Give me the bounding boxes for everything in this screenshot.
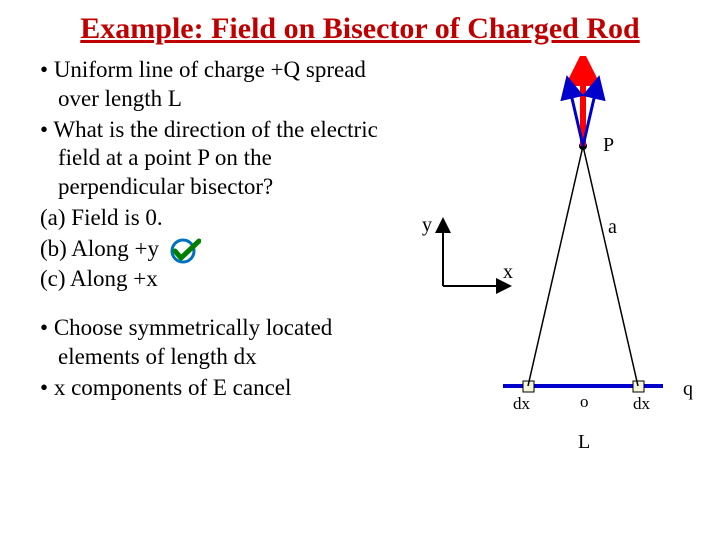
bullet-1: • Uniform line of charge +Q spread over … xyxy=(18,56,398,114)
left-column: • Uniform line of charge +Q spread over … xyxy=(18,56,398,456)
diagram-svg xyxy=(398,56,698,456)
bullet-1-text: Uniform line of charge +Q spread over le… xyxy=(54,57,366,111)
lower-2-text: x components of E cancel xyxy=(54,375,292,400)
option-b-text: (b) Along +y xyxy=(40,236,159,261)
option-b: (b) Along +y xyxy=(18,235,398,264)
option-c: (c) Along +x xyxy=(18,265,398,294)
line-right-to-p xyxy=(583,146,638,386)
lower-bullets: • Choose symmetrically located elements … xyxy=(18,314,398,402)
lower-2: • x components of E cancel xyxy=(18,374,398,403)
label-p: P xyxy=(603,134,614,157)
bullet-2-text: What is the direction of the electric fi… xyxy=(53,117,377,200)
option-a: (a) Field is 0. xyxy=(18,204,398,233)
label-L: L xyxy=(578,431,590,454)
label-dx-left: dx xyxy=(513,394,530,414)
label-y: y xyxy=(422,214,432,237)
lower-1-text: Choose symmetrically located elements of… xyxy=(54,315,332,369)
content-row: • Uniform line of charge +Q spread over … xyxy=(18,56,702,456)
lower-1: • Choose symmetrically located elements … xyxy=(18,314,398,372)
dx-right-box xyxy=(633,381,644,392)
label-dx-right: dx xyxy=(633,394,650,414)
label-x: x xyxy=(503,261,513,284)
label-o: o xyxy=(580,392,589,412)
label-a: a xyxy=(608,216,617,239)
line-left-to-p xyxy=(528,146,583,386)
checkmark-icon xyxy=(169,237,199,263)
page-title: Example: Field on Bisector of Charged Ro… xyxy=(18,12,702,46)
bullet-2: • What is the direction of the electric … xyxy=(18,116,398,202)
label-q: q xyxy=(683,378,693,401)
diagram-area: P a y x dx dx o L q xyxy=(398,56,698,456)
